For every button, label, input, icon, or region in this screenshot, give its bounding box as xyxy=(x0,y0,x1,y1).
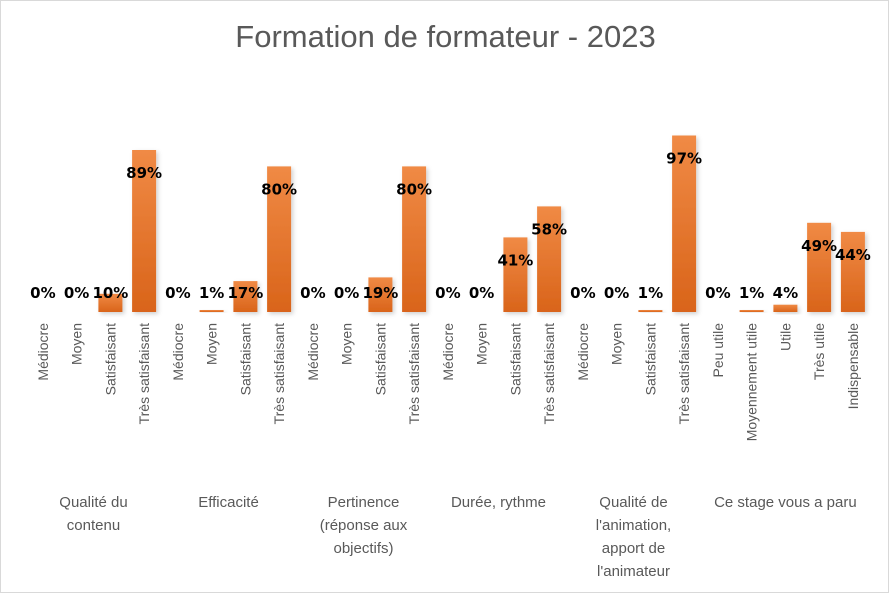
category-label: Indispensable xyxy=(845,323,861,410)
chart-title: Formation de formateur - 2023 xyxy=(235,19,656,54)
bar xyxy=(199,310,224,312)
bar-value-label: 1% xyxy=(638,284,663,302)
bar-value-label: 10% xyxy=(92,284,128,302)
bar xyxy=(402,166,427,312)
group-label-line: Efficacité xyxy=(198,494,259,511)
category-label: Moyennement utile xyxy=(744,323,760,442)
data-labels: 0% 0% 10%89%0% 1% 17%80%0% 0% 19%80%0% 0%41%58%… xyxy=(30,150,871,303)
category-label: Médiocre xyxy=(575,323,591,381)
bar-value-label: 0% xyxy=(30,284,55,302)
category-label: Moyen xyxy=(609,323,625,365)
bar-value-label: 17% xyxy=(227,284,263,302)
bar-value-label: 0% xyxy=(64,284,89,302)
group-label-line: Ce stage vous a paru xyxy=(714,494,857,511)
group-label-line: apport de xyxy=(602,540,665,557)
bar-value-label: 0% xyxy=(604,284,629,302)
bar xyxy=(739,310,764,312)
group-label-line: Pertinence xyxy=(328,494,400,511)
bar-value-label: 97% xyxy=(666,150,702,168)
bar-value-label: 80% xyxy=(396,180,432,198)
category-label: Satisfaisant xyxy=(372,323,388,395)
bar-value-label: 0% xyxy=(300,284,325,302)
bar-value-label: 0% xyxy=(469,284,494,302)
group-label-line: contenu xyxy=(67,517,120,534)
category-label: Moyen xyxy=(339,323,355,365)
bar xyxy=(267,166,292,312)
category-label: Très satisfaisant xyxy=(676,323,692,425)
bar-value-label: 4% xyxy=(773,284,798,302)
group-label: Durée, rythme xyxy=(451,494,546,511)
bar-value-label: 1% xyxy=(739,284,764,302)
bar xyxy=(672,135,697,312)
category-label: Très satisfaisant xyxy=(406,323,422,425)
group-label-line: (réponse aux xyxy=(320,517,408,534)
group-label-line: Durée, rythme xyxy=(451,494,546,511)
group-label-line: l'animateur xyxy=(597,563,670,580)
category-label: Satisfaisant xyxy=(237,323,253,395)
category-label: Satisfaisant xyxy=(642,323,658,395)
bar xyxy=(368,277,393,312)
bar xyxy=(132,150,157,312)
group-label: Qualité du contenu xyxy=(59,494,127,534)
bar-value-label: 58% xyxy=(531,220,567,238)
category-label: Moyen xyxy=(69,323,85,365)
group-label: Ce stage vous a paru xyxy=(714,494,857,511)
category-label: Médiocre xyxy=(305,323,321,381)
x-axis: Médiocre Moyen Satisfaisant Très satisfaisa… xyxy=(35,323,861,580)
category-label: Satisfaisant xyxy=(102,323,118,395)
bar xyxy=(537,206,562,312)
bar-value-label: 0% xyxy=(570,284,595,302)
category-label: Médiocre xyxy=(170,323,186,381)
bar-value-label: 0% xyxy=(705,284,730,302)
bar xyxy=(503,237,528,312)
bar xyxy=(807,222,832,312)
group-label: Qualité de l'animation, apport de l'animate… xyxy=(596,494,671,580)
group-label-line: Qualité de xyxy=(599,494,667,511)
category-label: Très utile xyxy=(811,323,827,380)
bar-value-label: 1% xyxy=(199,284,224,302)
category-label: Peu utile xyxy=(710,323,726,378)
category-label: Très satisfaisant xyxy=(136,323,152,425)
category-label: Médiocre xyxy=(35,323,51,381)
bar-value-label: 80% xyxy=(261,180,297,198)
bar-value-label: 49% xyxy=(801,237,837,255)
bar xyxy=(773,304,798,312)
bar xyxy=(233,281,258,312)
group-label: Pertinence (réponse aux objectifs) xyxy=(320,494,408,557)
bars xyxy=(98,135,865,312)
bar-value-label: 0% xyxy=(435,284,460,302)
category-label: Très satisfaisant xyxy=(271,323,287,425)
category-label: Utile xyxy=(777,323,793,351)
category-label: Moyen xyxy=(204,323,220,365)
group-label: Efficacité xyxy=(198,494,259,511)
bar xyxy=(98,293,123,312)
bar-value-label: 0% xyxy=(165,284,190,302)
bar-value-label: 41% xyxy=(497,251,533,269)
bar-value-label: 0% xyxy=(334,284,359,302)
bar xyxy=(840,231,865,312)
bar-value-label: 19% xyxy=(362,284,398,302)
category-label: Satisfaisant xyxy=(507,323,523,395)
category-label: Moyen xyxy=(474,323,490,365)
bar xyxy=(638,310,663,312)
group-label-line: objectifs) xyxy=(333,540,393,557)
group-label-line: Qualité du xyxy=(59,494,127,511)
group-label-line: l'animation, xyxy=(596,517,671,534)
bar-value-label: 89% xyxy=(126,164,162,182)
bar-value-label: 44% xyxy=(835,246,871,264)
category-label: Médiocre xyxy=(440,323,456,381)
category-label: Très satisfaisant xyxy=(541,323,557,425)
